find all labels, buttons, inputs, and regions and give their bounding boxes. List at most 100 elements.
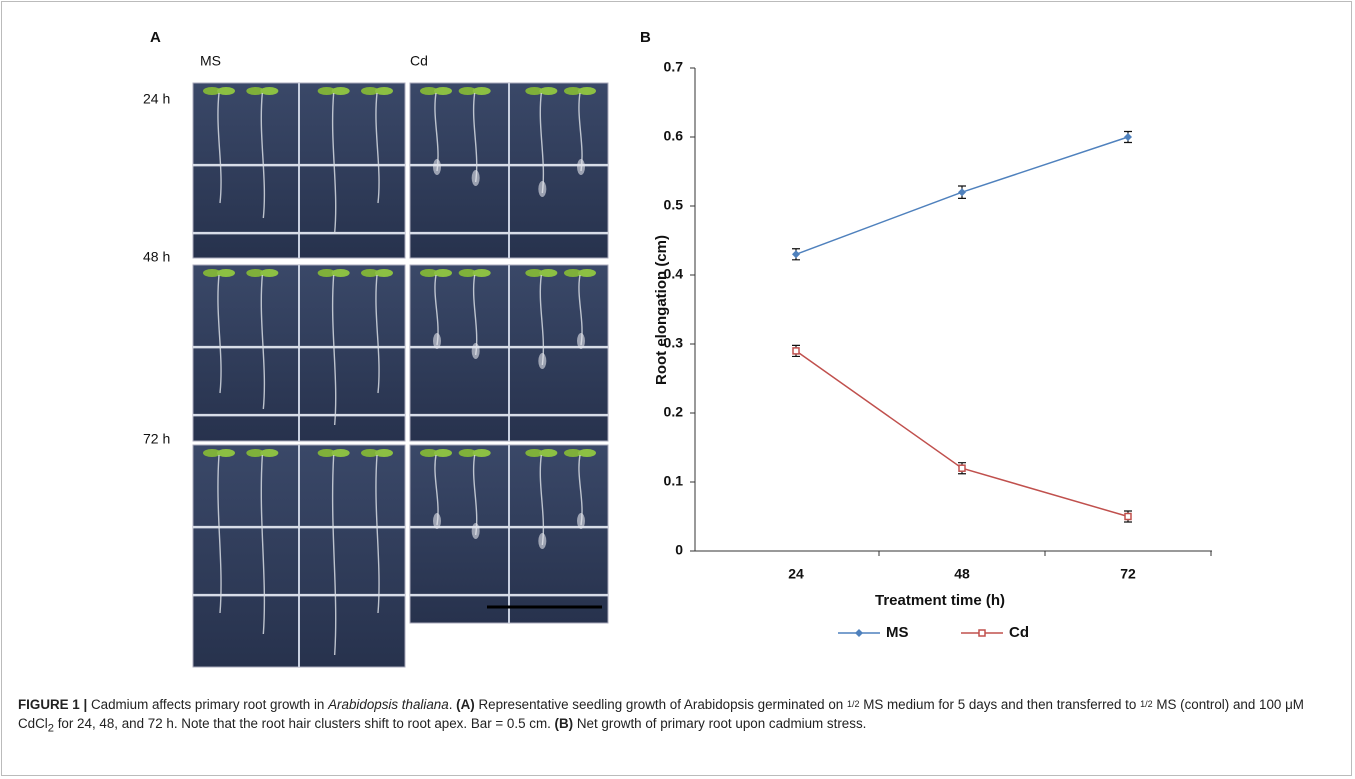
leaf (361, 449, 379, 457)
x-tick-label: 24 (788, 566, 804, 582)
caption-part: 2 (47, 722, 54, 735)
caption-part: for 24, 48, and 72 h. Note that the root… (53, 716, 555, 731)
leaf (434, 269, 452, 277)
leaf (317, 269, 336, 277)
leaf (420, 269, 438, 277)
x-tick-label: 72 (1120, 566, 1136, 582)
root (260, 454, 266, 635)
data-point (958, 464, 966, 472)
root (217, 92, 222, 204)
leaf (458, 87, 477, 95)
y-tick-label: 0.4 (664, 266, 684, 282)
caption-part: MS (control) and 100 μM CdCl (18, 697, 1304, 731)
root-hair (433, 159, 441, 175)
root-hair (538, 181, 547, 197)
data-point (792, 347, 800, 355)
root-hair (538, 353, 547, 369)
root (260, 92, 266, 219)
leaf (361, 269, 379, 277)
leaf (578, 269, 596, 277)
leaf (564, 87, 582, 95)
x-tick-label: 48 (954, 566, 970, 582)
y-tick-label: 0.5 (664, 197, 684, 213)
data-point (958, 188, 966, 197)
root (375, 274, 380, 394)
legend-label: Cd (1009, 624, 1029, 641)
row-label: 72 h (143, 431, 170, 447)
leaf (203, 449, 221, 457)
caption-part: MS medium for 5 days and then transferre… (859, 697, 1141, 712)
root-hair (433, 333, 441, 349)
leaf (217, 449, 235, 457)
leaf (539, 269, 558, 277)
root (331, 92, 337, 234)
root-hair (471, 523, 480, 539)
y-tick-label: 0.2 (664, 404, 684, 420)
data-point (1124, 133, 1132, 141)
leaf (246, 449, 265, 457)
root-hair (538, 533, 547, 549)
leaf (472, 269, 491, 277)
leaf (217, 269, 235, 277)
root-hair (433, 513, 441, 529)
row-label: 24 h (143, 91, 170, 107)
row-label: 48 h (143, 249, 170, 265)
data-line (795, 350, 1129, 518)
panel-label: B (640, 29, 651, 46)
leaf (420, 87, 438, 95)
legend-label: MS (886, 624, 909, 641)
root-hair (471, 170, 480, 186)
root (375, 92, 380, 204)
leaf (578, 449, 596, 457)
leaf (246, 87, 265, 95)
leaf (260, 449, 279, 457)
caption-part: Arabidopsis thaliana (328, 697, 449, 712)
caption-part: . (448, 697, 457, 712)
caption-part: (B) (554, 716, 574, 731)
leaf (525, 449, 544, 457)
data-point (1124, 512, 1132, 521)
leaf (525, 269, 544, 277)
root-hair (577, 159, 585, 175)
caption-part: (A) (456, 697, 475, 712)
caption: FIGURE 1 | Cadmium affects primary root … (18, 695, 1328, 739)
data-point (792, 250, 800, 259)
legend-marker (978, 629, 986, 637)
root (375, 454, 380, 614)
y-tick-label: 0.3 (664, 335, 684, 351)
leaf (420, 449, 438, 457)
caption-part: 1/2 (846, 699, 860, 709)
legend-marker (855, 629, 863, 637)
x-axis-label: Treatment time (h) (875, 592, 1005, 609)
leaf (539, 449, 558, 457)
leaf (472, 87, 491, 95)
leaf (331, 449, 350, 457)
root-hair (471, 343, 480, 359)
leaf (375, 269, 393, 277)
root (331, 274, 337, 426)
y-tick-label: 0.6 (664, 128, 684, 144)
leaf (458, 269, 477, 277)
leaf (203, 269, 221, 277)
y-tick-label: 0.7 (664, 59, 684, 75)
leaf (472, 449, 491, 457)
leaf (361, 87, 379, 95)
leaf (246, 269, 265, 277)
leaf (525, 87, 544, 95)
caption-part: FIGURE 1 | (18, 697, 88, 712)
leaf (203, 87, 221, 95)
root (260, 274, 266, 410)
leaf (331, 269, 350, 277)
leaf (317, 87, 336, 95)
root-hair (577, 513, 585, 529)
caption-part: 1/2 (1140, 699, 1153, 709)
leaf (564, 449, 582, 457)
leaf (375, 449, 393, 457)
y-axis-label: Root elongation (cm) (653, 235, 670, 385)
leaf (539, 87, 558, 95)
figure: A MS Cd 24 h 48 h 72 h B Treatment time … (143, 29, 1212, 668)
y-tick-label: 0 (675, 542, 683, 558)
leaf (434, 87, 452, 95)
leaf (458, 449, 477, 457)
